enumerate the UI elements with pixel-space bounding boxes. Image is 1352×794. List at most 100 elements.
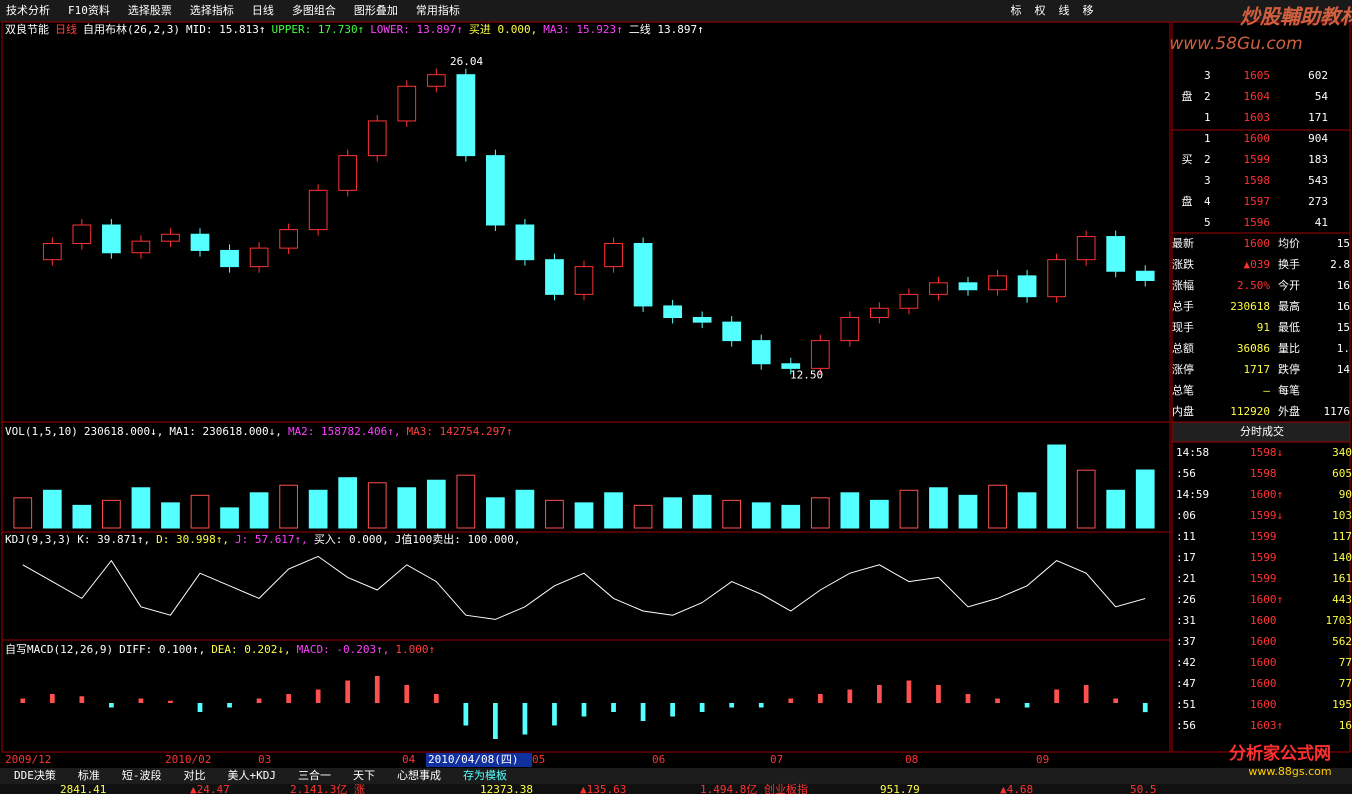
tab[interactable]: 标准 bbox=[78, 768, 100, 782]
chart-frame bbox=[1, 21, 1171, 753]
label: 2010/02 bbox=[165, 753, 211, 766]
label: 16 bbox=[1337, 279, 1350, 292]
candle bbox=[338, 155, 358, 191]
label: 16 bbox=[1337, 300, 1350, 313]
candle bbox=[397, 85, 417, 122]
label: 1599 bbox=[1250, 530, 1277, 543]
tool[interactable]: 标 bbox=[1011, 3, 1022, 17]
candle bbox=[751, 340, 771, 365]
tool[interactable]: 线 bbox=[1059, 3, 1070, 17]
label: 1599↓ bbox=[1250, 509, 1283, 522]
tab[interactable]: 天下 bbox=[353, 769, 375, 782]
tab[interactable]: 三合一 bbox=[298, 768, 331, 782]
macd-bar bbox=[1113, 698, 1119, 703]
tab[interactable]: 美人+KDJ bbox=[228, 769, 277, 782]
price-annotation: 12.50 bbox=[790, 368, 823, 381]
candle bbox=[663, 305, 682, 318]
label: 1599 bbox=[1250, 551, 1277, 564]
macd-bar bbox=[433, 694, 439, 703]
label: :21 bbox=[1176, 572, 1196, 585]
macd-bar bbox=[345, 680, 351, 703]
macd-bar bbox=[788, 698, 794, 703]
macd-bar bbox=[699, 703, 705, 712]
label: 50.5 bbox=[1130, 783, 1157, 794]
label: MA1: 230618.000↓, bbox=[169, 425, 282, 438]
label: 1600 bbox=[1250, 656, 1277, 669]
volume-bar bbox=[604, 492, 623, 529]
macd-bar bbox=[79, 696, 85, 703]
label: :42 bbox=[1176, 656, 1196, 669]
label: 总额 bbox=[1172, 341, 1194, 355]
volume-bar bbox=[397, 487, 417, 529]
menu-item[interactable]: 常用指标 bbox=[416, 3, 460, 17]
tool[interactable]: 移 bbox=[1083, 4, 1094, 17]
candle bbox=[1135, 270, 1155, 281]
label: 951.79 bbox=[880, 783, 920, 794]
menu-item[interactable]: 选择指标 bbox=[190, 3, 234, 17]
label: 1717 bbox=[1244, 363, 1271, 376]
tab[interactable]: 对比 bbox=[184, 768, 206, 782]
menu-item[interactable]: 选择股票 bbox=[128, 3, 172, 17]
label: 904 bbox=[1308, 132, 1328, 145]
label: MA3: 142754.297↑ bbox=[407, 425, 513, 438]
volume-bar bbox=[781, 504, 801, 529]
label: 103 bbox=[1332, 509, 1352, 522]
menu-item[interactable]: 技术分析 bbox=[6, 3, 50, 17]
candle bbox=[545, 259, 564, 295]
label: 1598 bbox=[1250, 467, 1277, 480]
candle bbox=[1076, 236, 1096, 261]
label: 二线 13.897↑ bbox=[629, 22, 704, 36]
label: D: 30.998↑, bbox=[156, 533, 229, 546]
volume-bar bbox=[663, 497, 682, 529]
label: 230618.000↓, bbox=[84, 425, 163, 438]
candle bbox=[1017, 275, 1037, 298]
label: 112920 bbox=[1230, 405, 1270, 418]
tab[interactable]: DDE决策 bbox=[14, 768, 56, 782]
menu-item[interactable]: 日线 bbox=[252, 3, 274, 17]
candle bbox=[161, 233, 180, 242]
menu-item[interactable]: 多图组合 bbox=[292, 3, 336, 17]
label: 1 bbox=[1204, 132, 1211, 145]
macd-bar bbox=[374, 676, 380, 703]
volume-bar bbox=[13, 497, 33, 529]
volume-bar bbox=[308, 489, 328, 529]
label: 2009/12 bbox=[5, 753, 51, 766]
label: 543 bbox=[1308, 174, 1328, 187]
tab[interactable]: 心想事成 bbox=[397, 768, 441, 782]
label: 外盘 bbox=[1278, 404, 1300, 418]
label: 340 bbox=[1332, 446, 1352, 459]
candle bbox=[692, 317, 712, 323]
macd-bar bbox=[522, 703, 528, 735]
candle bbox=[220, 249, 239, 268]
tool[interactable]: 权 bbox=[1035, 4, 1046, 17]
label: 1176 bbox=[1324, 405, 1351, 418]
volume-bar bbox=[692, 494, 712, 529]
candle bbox=[367, 120, 387, 157]
label: 最高 bbox=[1278, 299, 1300, 313]
label: 195 bbox=[1332, 698, 1352, 711]
label: 1. bbox=[1337, 342, 1350, 355]
label: 现手 bbox=[1172, 320, 1194, 334]
label: J: 57.617↑, bbox=[235, 533, 308, 546]
label: 117 bbox=[1332, 530, 1352, 543]
tab[interactable]: 存为模板 bbox=[463, 768, 507, 782]
label: 1596 bbox=[1244, 216, 1271, 229]
volume-bar bbox=[367, 482, 387, 529]
label: ▲039 bbox=[1244, 258, 1271, 271]
label: 1.494.8亿 创业板指 bbox=[700, 782, 808, 794]
candle bbox=[486, 155, 505, 226]
label: 14:58 bbox=[1176, 446, 1209, 459]
volume-bar bbox=[426, 479, 446, 529]
label: MID: 15.813↑ bbox=[186, 23, 265, 36]
candle bbox=[840, 317, 860, 342]
menu-item[interactable]: 图形叠加 bbox=[354, 4, 398, 17]
label: 日线 bbox=[55, 22, 77, 36]
tab[interactable]: 短-波段 bbox=[122, 768, 162, 782]
volume-bar bbox=[958, 494, 978, 529]
volume-bar bbox=[190, 494, 210, 529]
label: 03 bbox=[258, 753, 271, 766]
menu-item[interactable]: F10资料 bbox=[68, 3, 110, 17]
label: MACD: -0.203↑, bbox=[297, 643, 390, 656]
